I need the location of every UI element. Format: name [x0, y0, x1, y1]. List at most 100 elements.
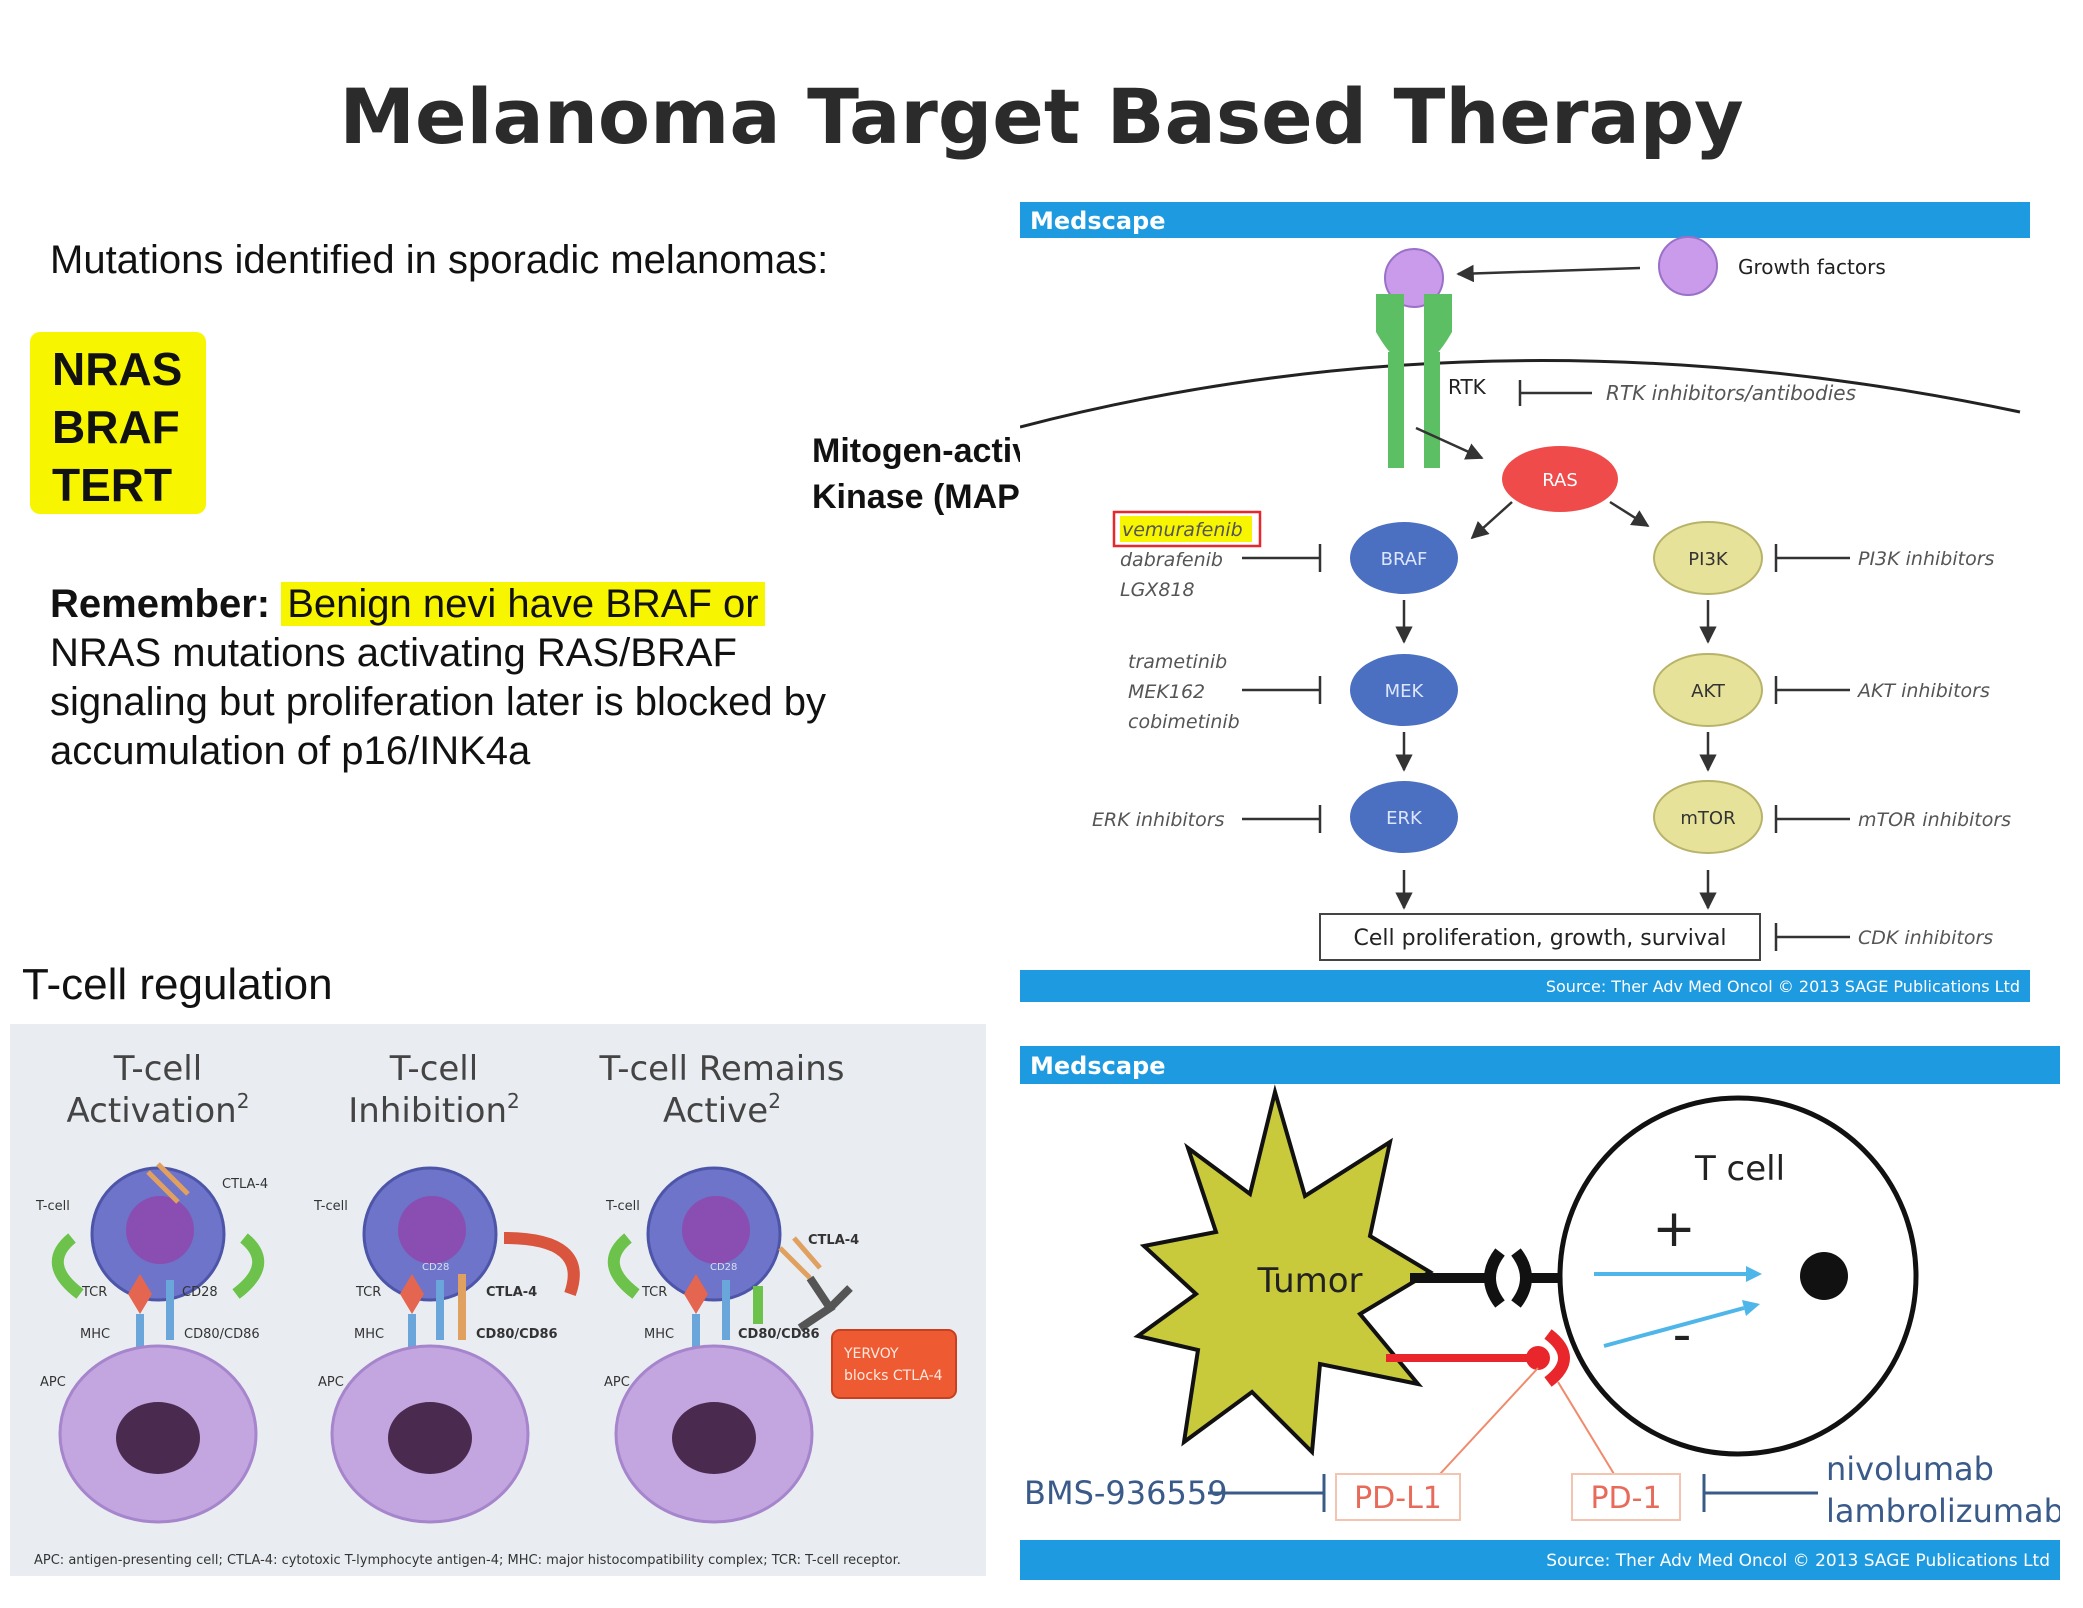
tcell-regulation-figure: T-cell Activation2 CTLA-4 T-cell TCR CD2… [10, 1024, 986, 1576]
stimulation-plus: + [1652, 1199, 1696, 1259]
panel-2-ctla4-label: CTLA-4 [486, 1285, 537, 1300]
panel-1-tcell-label: T-cell [35, 1199, 70, 1214]
rtk-left-stem [1388, 352, 1404, 468]
panel-3-antibody [797, 1275, 853, 1332]
panel-3-tcell-nucleus [682, 1196, 750, 1264]
panel-3-mhc-label: MHC [644, 1327, 674, 1342]
pdl1-head [1526, 1346, 1550, 1370]
inhibition-arrow [1603, 1306, 1745, 1348]
activation-arrowhead [1746, 1266, 1762, 1282]
drug-trametinib: trametinib [1128, 651, 1227, 673]
yervoy-callout [831, 1329, 957, 1399]
remember-highlight: Benign nevi have BRAF or [281, 582, 765, 626]
tcell-heading: T-cell regulation [22, 960, 333, 1009]
panel-3-ctla4 [778, 1236, 822, 1280]
panel-3-tcr-label: TCR [641, 1285, 667, 1300]
mtor-inhibitors-label: mTOR inhibitors [1858, 809, 2011, 831]
panel-1-tcr [128, 1274, 152, 1314]
rtk-inhibitors-label: RTK inhibitors/antibodies [1606, 381, 1856, 405]
yervoy-label: YERVOY [843, 1346, 899, 1362]
inhibition-minus: - [1673, 1305, 1692, 1365]
rtk-label: RTK [1448, 375, 1487, 399]
akt-node [1653, 653, 1763, 727]
pdl1-box [1335, 1473, 1461, 1521]
yervoy-sub-label: blocks CTLA-4 [844, 1368, 943, 1384]
arrow-ras-to-pi3k [1609, 500, 1650, 528]
panel-3-apc-nucleus [672, 1402, 756, 1474]
pdl1-label: PD-L1 [1354, 1481, 1442, 1516]
erk-label: ERK [1386, 808, 1423, 829]
pd-footer-bar [1020, 1540, 2060, 1580]
vemurafenib-box [1112, 510, 1262, 548]
tumor-star [1133, 1084, 1434, 1457]
panel-2-tcell-nucleus [398, 1196, 466, 1264]
panel-inhibition: T-cell Inhibition2 T-cell TCR CD28 CTLA-… [313, 1049, 580, 1524]
tcell-footnote: APC: antigen-presenting cell; CTLA-4: cy… [34, 1553, 901, 1568]
panel-1-mhc-label: MHC [80, 1327, 110, 1342]
pi3k-node [1653, 521, 1763, 595]
panel-1-apc-label: APC [40, 1375, 66, 1390]
pd1-pdl1-figure: Medscape Tumor T cell + - BMS-936559 PD-… [1020, 1046, 2060, 1580]
gene-braf: BRAF [52, 401, 180, 453]
panel-1-tcell-nucleus [126, 1196, 194, 1264]
panel-2-title-line-1: T-cell [389, 1049, 478, 1089]
panel-3-left-signal-arrow [607, 1233, 640, 1299]
cell-membrane [1020, 359, 2021, 429]
mapk-footer-bar [1020, 970, 2030, 1002]
panel-3-cd28-label: CD28 [710, 1262, 737, 1273]
remember-label: Remember: [50, 582, 271, 626]
drug-lgx818: LGX818 [1120, 579, 1195, 601]
panel-3-tcell-label: T-cell [605, 1199, 640, 1214]
braf-label: BRAF [1381, 549, 1428, 570]
akt-label: AKT [1691, 681, 1726, 702]
mapk-header-bar [1020, 202, 2030, 238]
panel-2-cd28-label: CD28 [422, 1262, 449, 1273]
slide-title: Melanoma Target Based Therapy [339, 72, 1744, 161]
outcome-label: Cell proliferation, growth, survival [1354, 926, 1727, 951]
tcell-label: T cell [1694, 1149, 1785, 1189]
mtor-label: mTOR [1680, 808, 1735, 829]
drug-cobimetinib: cobimetinib [1128, 711, 1240, 733]
pd-source: Source: Ther Adv Med Oncol © 2013 SAGE P… [1546, 1551, 2050, 1571]
panel-1-cd28 [166, 1280, 174, 1340]
bms-label: BMS-936559 [1024, 1474, 1228, 1512]
panel-remains-active: T-cell Remains Active2 T-cell CTLA-4 TCR… [599, 1049, 957, 1524]
pd-medscape-logo: Medscape [1030, 1052, 1166, 1080]
pdl1-pointer [1439, 1367, 1539, 1475]
remember-text: NRAS mutations activating RAS/BRAF signa… [50, 631, 826, 773]
panel-1-ctla4-internal [146, 1162, 190, 1204]
panel-2-apc-label: APC [318, 1375, 344, 1390]
panel-1-cd28-label: CD28 [182, 1285, 218, 1300]
panel-1-right-signal-arrow [232, 1233, 265, 1299]
panel-2-tcr [400, 1274, 424, 1314]
growth-factors-label: Growth factors [1738, 255, 1886, 279]
gene-tert: TERT [52, 459, 173, 511]
pi3k-label: PI3K [1688, 549, 1729, 570]
panel-3-title-line-2: Active2 [663, 1089, 781, 1131]
panel-1-left-signal-arrow [51, 1233, 84, 1299]
mek-label: MEK [1385, 681, 1425, 702]
arrow-gf-to-rtk [1456, 264, 1641, 283]
panel-1-title-line-2: Activation2 [67, 1089, 250, 1131]
panel-2-cd80-label: CD80/CD86 [476, 1327, 558, 1342]
panel-3-tcr [684, 1274, 708, 1314]
panel-1-cd80-label: CD80/CD86 [184, 1327, 260, 1342]
rtk-right-stem [1424, 352, 1440, 468]
panel-2-mhc-label: MHC [354, 1327, 384, 1342]
erk-inhibitors-label: ERK inhibitors [1092, 809, 1225, 831]
akt-inhibitors-label: AKT inhibitors [1856, 680, 1990, 702]
tcr-cup [1511, 1248, 1532, 1308]
erk-node [1350, 781, 1458, 853]
panel-2-title-line-2: Inhibition2 [348, 1089, 519, 1131]
mapk-source: Source: Ther Adv Med Oncol © 2013 SAGE P… [1546, 977, 2020, 996]
pd1-box [1571, 1473, 1681, 1521]
panel-activation: T-cell Activation2 CTLA-4 T-cell TCR CD2… [35, 1049, 268, 1524]
panel-1-title-line-1: T-cell [113, 1049, 202, 1089]
panel-2-cd28 [436, 1280, 444, 1340]
mtor-node [1653, 780, 1763, 854]
pd1-pointer [1557, 1381, 1615, 1475]
mhc-cup [1484, 1248, 1505, 1308]
rtk-right-arm [1424, 294, 1452, 362]
rtk-left-arm [1376, 294, 1404, 362]
panel-2-mhc [408, 1314, 416, 1350]
